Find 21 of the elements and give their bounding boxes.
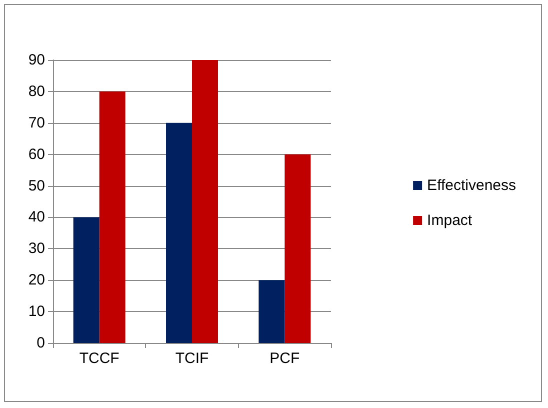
legend-label: Impact xyxy=(427,212,473,229)
y-tick-label: 30 xyxy=(28,240,45,258)
bar xyxy=(166,122,192,343)
y-tick-label: 60 xyxy=(28,146,45,163)
bar xyxy=(192,60,218,343)
bar xyxy=(284,154,311,343)
y-tick-label: 90 xyxy=(28,52,45,68)
x-tick-label: PCF xyxy=(270,350,300,367)
y-tick-label: 20 xyxy=(28,272,45,289)
x-tick-label: TCCF xyxy=(79,350,120,367)
y-tick-label: 80 xyxy=(28,82,45,100)
x-tick-label: TCIF xyxy=(175,350,209,367)
y-tick-label: 50 xyxy=(28,177,45,194)
bar xyxy=(73,217,100,343)
y-tick-label: 10 xyxy=(28,303,45,320)
legend-label: Effectiveness xyxy=(427,177,516,194)
y-tick-label: 40 xyxy=(28,208,45,226)
y-tick-label: 0 xyxy=(36,334,45,352)
bar xyxy=(99,91,126,343)
y-tick-label: 70 xyxy=(28,114,45,132)
bar xyxy=(258,280,285,343)
